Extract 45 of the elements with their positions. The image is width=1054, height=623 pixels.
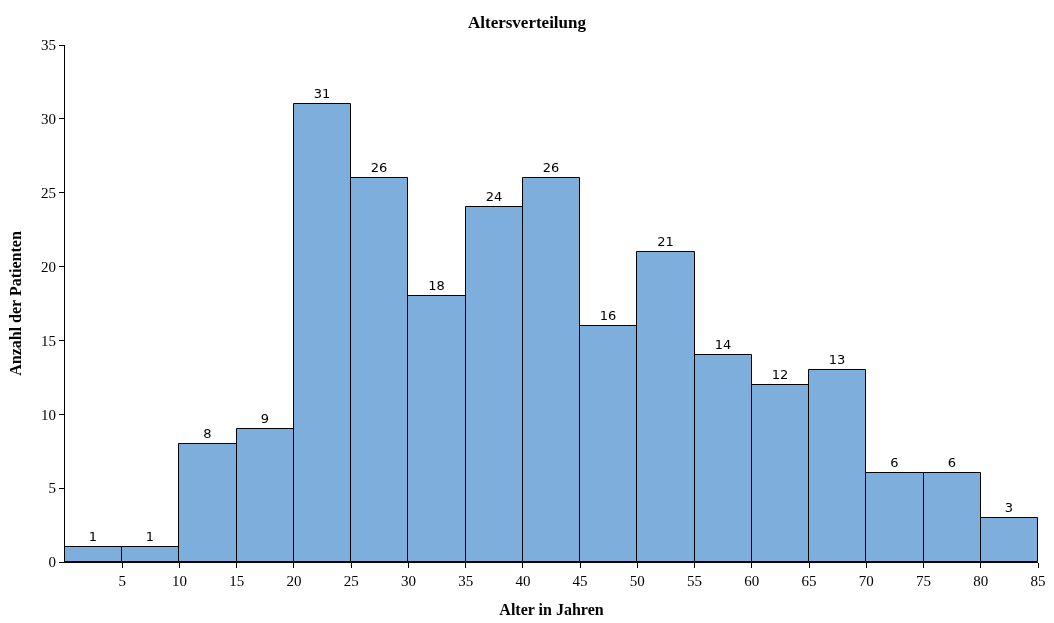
y-tick-label: 0 — [48, 554, 56, 571]
data-label: 26 — [542, 159, 560, 175]
y-tick-label: 25 — [41, 184, 56, 201]
data-label: 26 — [370, 159, 388, 175]
data-label: 8 — [203, 425, 212, 441]
x-tick-label: 60 — [744, 573, 760, 589]
y-axis-title: Anzahl der Patienten — [6, 231, 24, 376]
data-label: 1 — [88, 528, 98, 544]
data-label: 24 — [485, 188, 503, 204]
y-tick-label: 35 — [41, 37, 56, 54]
x-tick-label: 50 — [629, 573, 645, 589]
y-tick-label: 20 — [41, 258, 56, 275]
x-tick-label: 40 — [515, 573, 531, 589]
x-tick-label: 35 — [458, 573, 474, 589]
x-tick-label: 80 — [973, 573, 989, 589]
chart-title: Altersverteilung — [467, 12, 587, 32]
data-label: 6 — [947, 454, 957, 470]
data-label: 16 — [599, 307, 617, 323]
x-axis-title: Alter in Jahren — [499, 600, 604, 618]
data-label: 13 — [828, 351, 846, 367]
x-tick-label: 10 — [171, 573, 187, 589]
x-tick-label: 5 — [118, 573, 126, 589]
x-tick-label: 85 — [1030, 573, 1046, 589]
x-tick-label: 55 — [687, 573, 703, 589]
data-label: 9 — [260, 410, 270, 426]
y-tick-label: 5 — [48, 480, 56, 497]
data-label: 3 — [1004, 499, 1014, 515]
data-label: 18 — [428, 277, 445, 293]
data-label: 31 — [313, 85, 331, 101]
x-tick-label: 15 — [229, 573, 245, 589]
x-tick-label: 20 — [286, 573, 302, 589]
data-label: 12 — [771, 366, 789, 382]
x-tick-label: 25 — [343, 573, 359, 589]
y-tick-label: 15 — [41, 332, 56, 349]
data-label: 14 — [714, 336, 732, 352]
y-tick-label: 30 — [41, 111, 56, 128]
x-tick-label: 30 — [400, 573, 416, 589]
x-tick-label: 70 — [858, 573, 874, 589]
data-label: 1 — [145, 528, 155, 544]
x-tick-label: 75 — [916, 573, 932, 589]
x-tick-label: 45 — [572, 573, 588, 589]
y-tick-label: 10 — [41, 406, 56, 423]
x-tick-label: 65 — [801, 573, 817, 589]
data-label: 21 — [657, 233, 674, 249]
data-label: 6 — [890, 454, 899, 470]
